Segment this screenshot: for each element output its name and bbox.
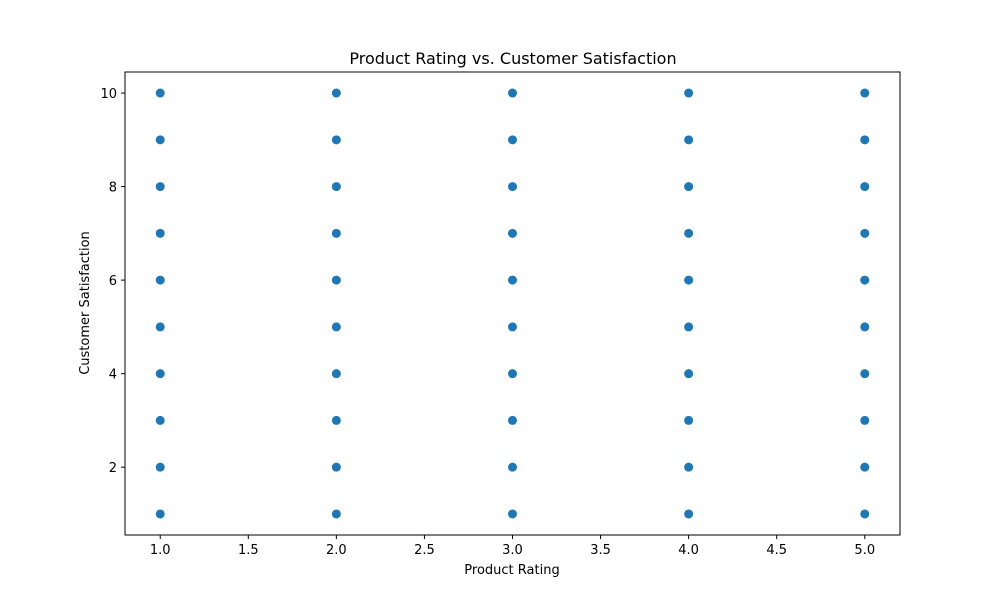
data-point (684, 415, 694, 425)
data-point (860, 135, 870, 145)
data-point (860, 462, 870, 472)
data-point (684, 182, 694, 192)
data-point (155, 275, 165, 285)
x-tick-label: 4.0 (678, 543, 699, 558)
data-point (331, 228, 341, 238)
data-point (508, 369, 517, 379)
data-point (508, 509, 517, 519)
data-point (684, 88, 694, 98)
data-point (155, 135, 165, 145)
data-point (860, 228, 870, 238)
y-tick-label: 8 (109, 181, 117, 196)
data-point (684, 509, 694, 519)
data-point (331, 509, 341, 519)
data-point (155, 462, 165, 472)
data-point (860, 322, 870, 332)
data-point (508, 415, 517, 425)
y-tick-label: 6 (109, 274, 117, 289)
data-point (331, 182, 341, 192)
data-point (508, 275, 517, 285)
data-point (684, 228, 694, 238)
x-tick-label: 1.5 (238, 543, 259, 558)
y-tick-label: 10 (100, 87, 117, 102)
data-point (508, 135, 517, 145)
x-tick-label: 4.5 (766, 543, 787, 558)
data-point (331, 322, 341, 332)
data-point (331, 275, 341, 285)
data-point (860, 369, 870, 379)
data-point (508, 88, 517, 98)
plot-frame (124, 71, 901, 536)
x-tick-label: 2.0 (326, 543, 347, 558)
data-point (860, 509, 870, 519)
data-point (155, 415, 165, 425)
data-point (860, 182, 870, 192)
y-axis: 2 4 6 8 10 (100, 87, 125, 476)
data-point (155, 228, 165, 238)
data-point (684, 322, 694, 332)
data-point (155, 322, 165, 332)
x-axis: 1.0 1.5 2.0 2.5 3.0 3.5 4.0 4.5 5.0 (150, 535, 875, 558)
data-point (331, 369, 341, 379)
data-point (860, 275, 870, 285)
y-tick-label: 4 (109, 368, 117, 383)
data-point (331, 135, 341, 145)
data-point (155, 509, 165, 519)
plot-area: 1.0 1.5 2.0 2.5 3.0 3.5 4.0 4.5 5.0 2 4 6 8 10 (100, 71, 901, 558)
data-point (860, 88, 870, 98)
data-point (155, 88, 165, 98)
data-point (684, 369, 694, 379)
x-tick-label: 5.0 (854, 543, 875, 558)
data-point (331, 88, 341, 98)
data-points (155, 88, 870, 519)
x-tick-label: 2.5 (414, 543, 435, 558)
data-point (331, 462, 341, 472)
data-point (155, 369, 165, 379)
x-tick-label: 3.5 (590, 543, 611, 558)
data-point (684, 135, 694, 145)
data-point (684, 462, 694, 472)
x-tick-label: 3.0 (502, 543, 523, 558)
data-point (508, 228, 517, 238)
y-tick-label: 2 (109, 461, 117, 476)
x-axis-label: Product Rating (464, 563, 559, 578)
data-point (508, 182, 517, 192)
x-tick-label: 1.0 (150, 543, 171, 558)
data-point (684, 275, 694, 285)
data-point (860, 415, 870, 425)
chart-title: Product Rating vs. Customer Satisfaction (349, 49, 676, 68)
data-point (508, 462, 517, 472)
data-point (508, 322, 517, 332)
data-point (331, 415, 341, 425)
y-axis-label: Customer Satisfaction (78, 231, 93, 375)
data-point (155, 182, 165, 192)
